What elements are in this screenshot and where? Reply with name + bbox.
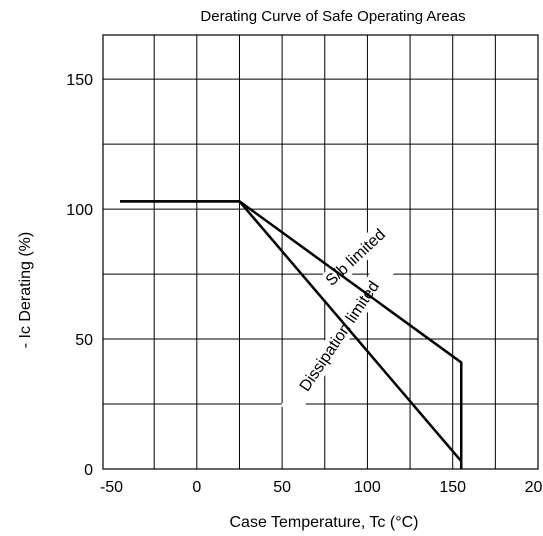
series-line-1 <box>120 200 463 463</box>
y-tick-label: 50 <box>75 332 93 349</box>
y-tick-label: 150 <box>66 72 93 89</box>
x-axis-label: Case Temperature, Tc (°C) <box>230 514 419 531</box>
x-tick-label: 200 <box>525 479 543 496</box>
annotation-background <box>308 212 403 302</box>
x-tick-label: 100 <box>354 479 381 496</box>
grid <box>103 35 538 469</box>
plot-frame <box>102 34 539 470</box>
x-tick-label: 50 <box>273 479 291 496</box>
x-tick-label: -50 <box>100 479 123 496</box>
x-tick-label: 150 <box>439 479 466 496</box>
x-tick-label: 0 <box>192 479 201 496</box>
curves <box>120 200 463 469</box>
y-axis-label: - Ic Derating (%) <box>17 232 34 348</box>
y-tick-label: 100 <box>66 202 93 219</box>
tick-labels: -50 0 50 100 150 200 0 50 100 150 <box>66 72 543 496</box>
chart-title: Derating Curve of Safe Operating Areas <box>200 8 465 25</box>
annotation-group: S/b limited <box>308 212 403 302</box>
y-tick-label: 0 <box>84 462 93 479</box>
